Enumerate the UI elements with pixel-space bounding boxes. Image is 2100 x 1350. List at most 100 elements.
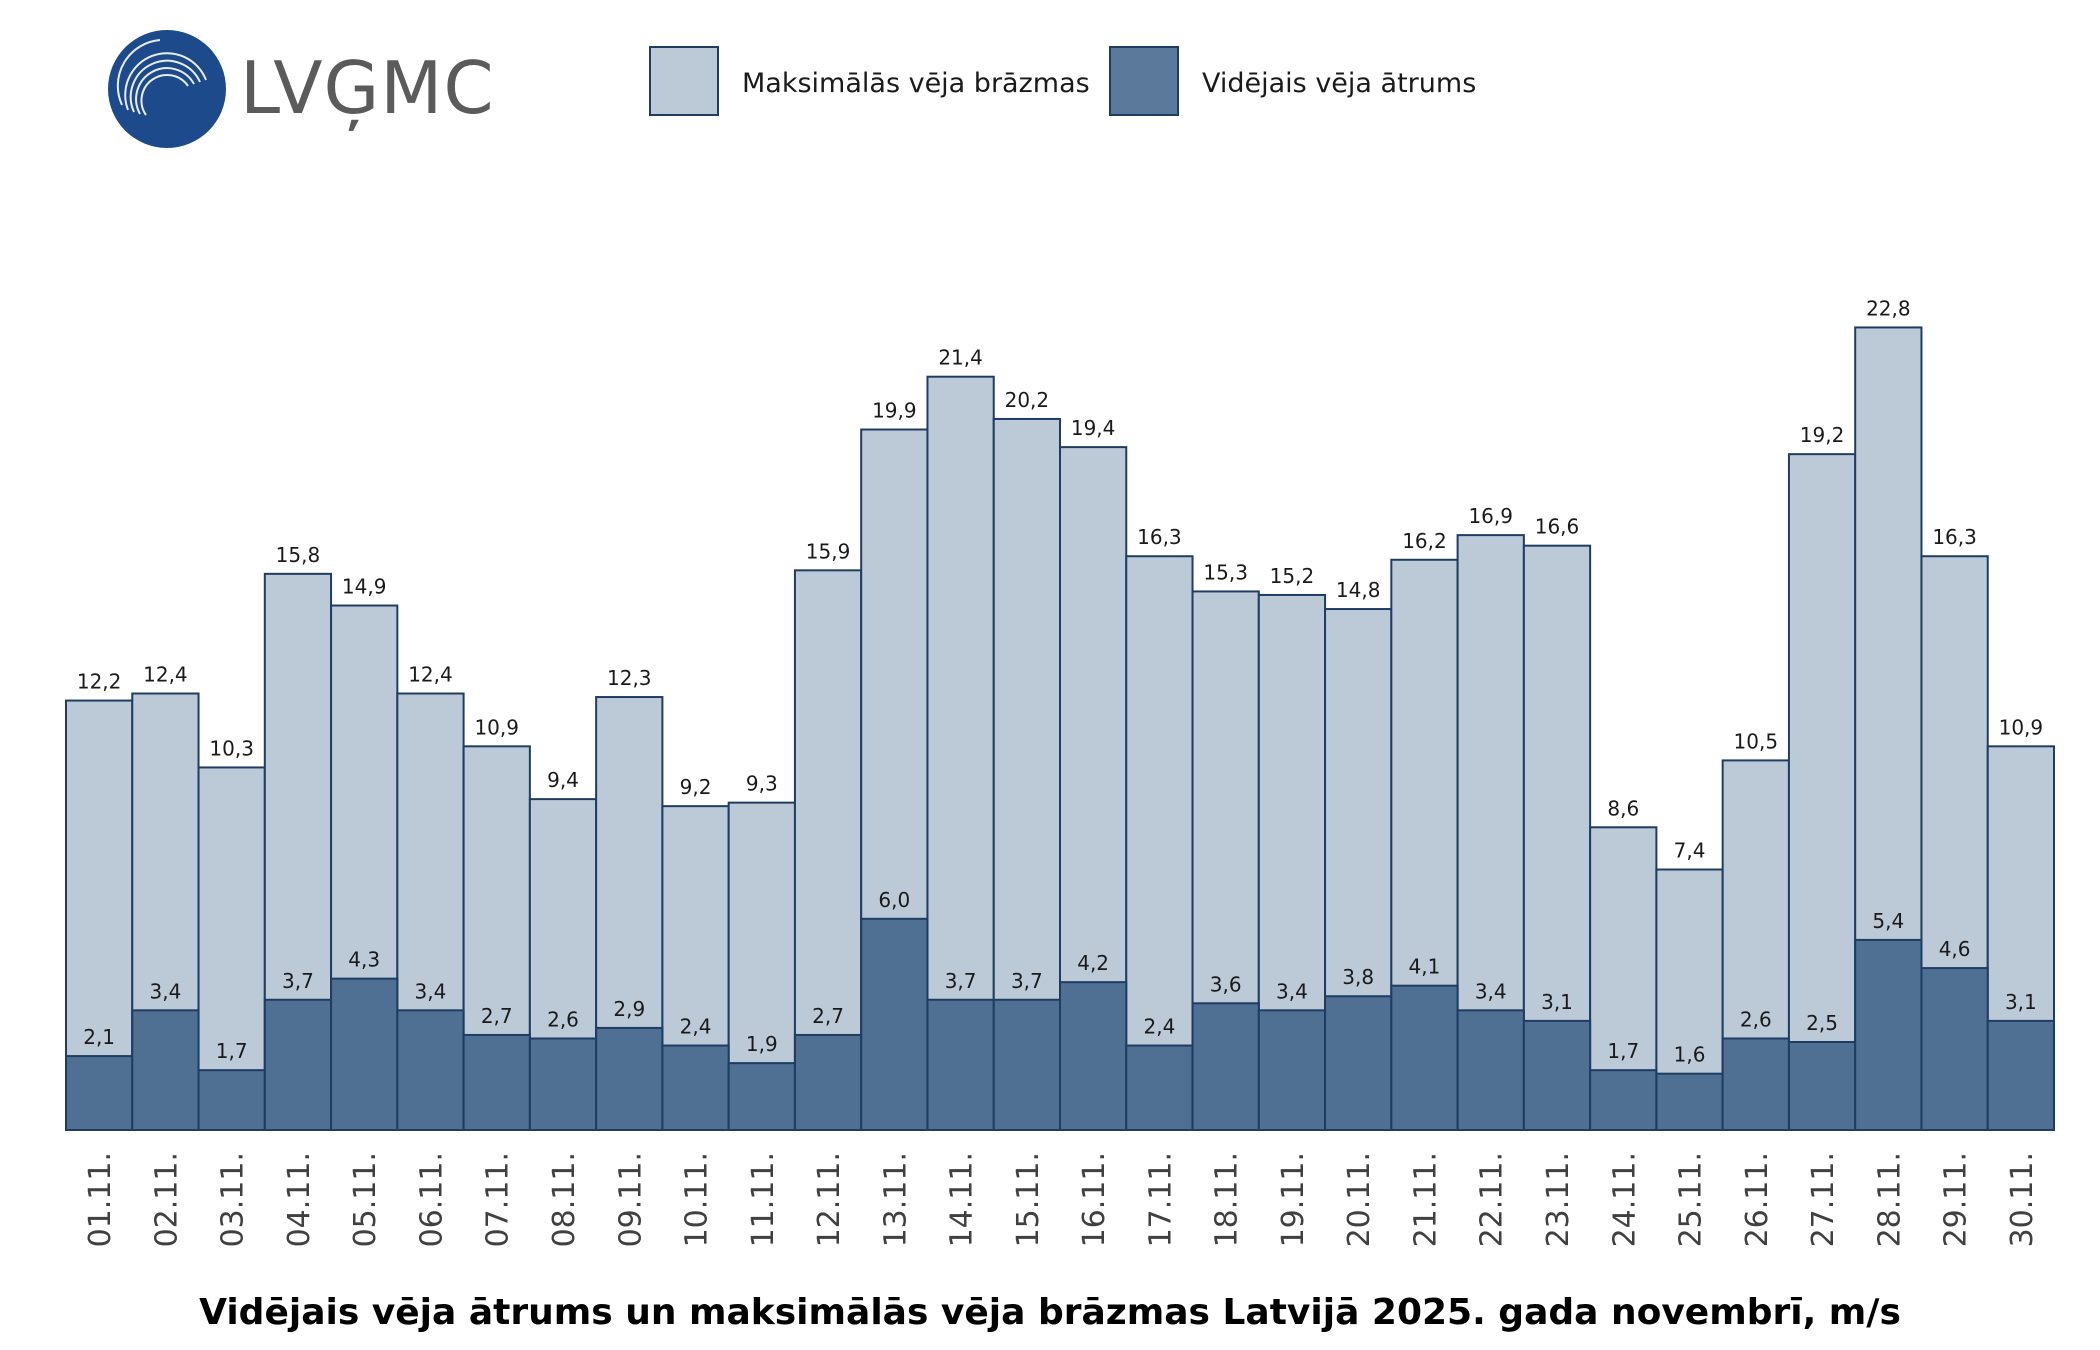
gust-value-label: 15,8 <box>276 543 321 567</box>
x-tick-label: 27.11. <box>1806 1152 1841 1247</box>
mean-bar <box>1854 938 1923 1131</box>
x-tick-label: 18.11. <box>1210 1152 1245 1247</box>
x-tick-label: 11.11. <box>746 1152 781 1247</box>
legend: Maksimālās vēja brāzmas Vidējais vēja āt… <box>649 46 1476 116</box>
mean-value-label: 4,2 <box>1077 951 1109 975</box>
mean-value-label: 2,6 <box>547 1007 579 1031</box>
mean-bar <box>1390 984 1459 1131</box>
logo-circle-icon <box>108 30 226 148</box>
x-tick-label: 09.11. <box>613 1152 648 1247</box>
mean-value-label: 2,1 <box>83 1025 115 1049</box>
mean-bar <box>263 998 333 1132</box>
mean-value-label: 3,4 <box>1475 979 1507 1003</box>
gust-value-label: 12,3 <box>607 666 652 690</box>
mean-value-label: 5,4 <box>1872 909 1904 933</box>
mean-value-label: 4,1 <box>1409 955 1441 979</box>
gust-labels: 12,2 12,4 10,3 15,8 14,9 12,4 10,9 9,4 12,3 9,2 9,… <box>77 296 2043 862</box>
logo-rings-icon <box>116 39 207 116</box>
mean-bar <box>992 998 1062 1132</box>
mean-bar <box>528 1037 598 1131</box>
x-tick-label: 07.11. <box>481 1152 516 1247</box>
x-tick-label: 10.11. <box>680 1152 715 1247</box>
x-tick-label: 04.11. <box>282 1152 317 1247</box>
mean-bar <box>1257 1009 1327 1132</box>
gust-value-label: 16,3 <box>1932 525 1977 549</box>
gust-value-label: 19,9 <box>872 399 917 423</box>
mean-bar <box>1522 1019 1592 1132</box>
mean-bar <box>926 998 995 1132</box>
mean-value-label: 6,0 <box>878 888 910 912</box>
mean-value-label: 3,1 <box>1541 990 1573 1014</box>
x-tick-label: 14.11. <box>945 1152 980 1247</box>
mean-bar <box>1920 967 1989 1132</box>
gust-value-label: 20,2 <box>1005 388 1050 412</box>
mean-value-label: 2,9 <box>613 997 645 1021</box>
gust-value-label: 7,4 <box>1674 839 1706 863</box>
x-tick-label: 24.11. <box>1607 1152 1642 1247</box>
mean-value-label: 2,6 <box>1740 1007 1772 1031</box>
mean-bar <box>462 1033 531 1131</box>
x-tick-label: 23.11. <box>1541 1152 1576 1247</box>
mean-bar <box>793 1033 863 1131</box>
x-tick-label: 22.11. <box>1475 1152 1510 1247</box>
mean-bar <box>1589 1069 1658 1132</box>
mean-labels: 2,1 3,4 1,7 3,7 4,3 3,4 2,7 2,6 2,9 2,4 1,9 2,7 6,0 3… <box>83 888 2037 1067</box>
x-tick-label: 30.11. <box>2005 1152 2040 1247</box>
mean-bar <box>595 1026 664 1132</box>
gust-value-label: 9,4 <box>547 768 579 792</box>
x-tick-label: 02.11. <box>149 1152 184 1247</box>
lvgmc-logo: LVĢMC <box>108 30 495 148</box>
mean-value-label: 4,6 <box>1939 937 1971 961</box>
gust-value-label: 19,2 <box>1800 423 1845 447</box>
x-tick-label: 06.11. <box>414 1152 449 1247</box>
legend-label-mean: Vidējais vēja ātrums <box>1202 68 1476 99</box>
x-tick-label: 12.11. <box>812 1152 847 1247</box>
mean-bar <box>1191 1002 1260 1132</box>
mean-bar <box>1721 1037 1790 1131</box>
x-tick-label: 03.11. <box>216 1152 251 1247</box>
mean-value-label: 3,4 <box>149 979 181 1003</box>
mean-bar <box>1986 1019 2055 1132</box>
gust-value-label: 10,5 <box>1734 729 1779 753</box>
mean-value-label: 3,6 <box>1210 972 1242 996</box>
logo-text: LVĢMC <box>240 46 495 131</box>
mean-bar <box>860 917 929 1131</box>
gust-value-label: 12,2 <box>77 670 122 694</box>
mean-value-label: 3,1 <box>2005 990 2037 1014</box>
legend-label-gusts: Maksimālās vēja brāzmas <box>742 68 1090 99</box>
mean-bars <box>65 917 2055 1132</box>
mean-bar <box>330 977 399 1132</box>
gust-value-label: 15,2 <box>1270 564 1315 588</box>
mean-value-label: 2,4 <box>680 1015 712 1039</box>
legend-swatch-mean <box>1109 46 1179 116</box>
gust-value-label: 22,8 <box>1866 296 1911 320</box>
x-tick-labels: 01.11. 02.11. 03.11. 04.11. 05.11. 06.11. 07.1… <box>83 1152 2040 1247</box>
gust-value-label: 12,4 <box>408 663 453 687</box>
mean-bar <box>197 1069 266 1132</box>
mean-bar <box>1125 1044 1194 1132</box>
gust-value-label: 14,8 <box>1336 578 1381 602</box>
gust-value-label: 19,4 <box>1071 416 1116 440</box>
mean-value-label: 4,3 <box>348 948 380 972</box>
chart-title: Vidējais vēja ātrums un maksimālās vēja … <box>199 1292 1901 1333</box>
gust-value-label: 16,9 <box>1468 504 1513 528</box>
x-tick-label: 21.11. <box>1408 1152 1443 1247</box>
mean-bar <box>131 1009 200 1132</box>
gust-value-label: 10,9 <box>1999 715 2044 739</box>
mean-value-label: 3,7 <box>282 969 314 993</box>
mean-bar <box>727 1062 796 1131</box>
gust-value-label: 8,6 <box>1607 796 1639 820</box>
mean-value-label: 3,7 <box>945 969 977 993</box>
gust-value-label: 16,6 <box>1535 515 1580 539</box>
x-tick-label: 17.11. <box>1143 1152 1178 1247</box>
gust-value-label: 15,3 <box>1203 560 1248 584</box>
mean-value-label: 1,9 <box>746 1032 778 1056</box>
mean-bar <box>1324 995 1393 1131</box>
x-tick-label: 19.11. <box>1276 1152 1311 1247</box>
gust-value-label: 15,9 <box>806 539 851 563</box>
mean-value-label: 2,7 <box>481 1004 513 1028</box>
mean-value-label: 3,4 <box>415 979 447 1003</box>
gust-bar <box>1125 555 1194 1131</box>
